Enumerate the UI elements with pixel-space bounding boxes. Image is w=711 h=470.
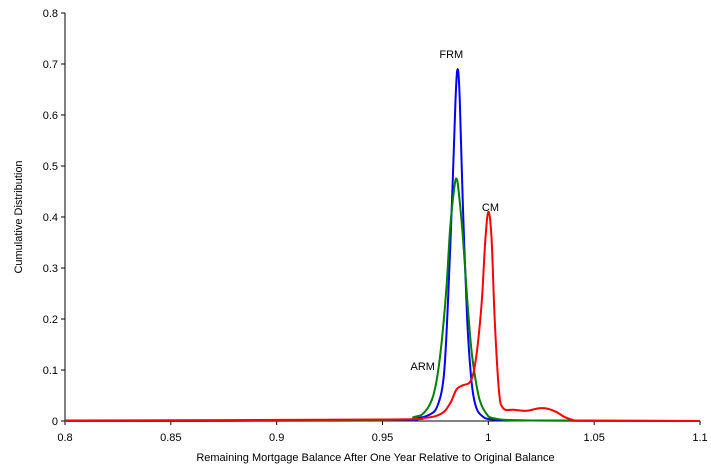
x-tick-label: 0.95 <box>372 432 393 444</box>
y-tick-label: 0.2 <box>43 314 58 326</box>
x-axis-title: Remaining Mortgage Balance After One Yea… <box>196 452 554 464</box>
y-tick-label: 0.8 <box>43 8 58 20</box>
x-tick-label: 0.8 <box>57 432 72 444</box>
x-tick-label: 1.1 <box>692 432 707 444</box>
x-tick-label: 1 <box>485 432 491 444</box>
x-tick-label: 0.9 <box>269 432 284 444</box>
series-label-frm: FRM <box>439 49 463 61</box>
y-tick-label: 0.1 <box>43 365 58 377</box>
series-line-cm <box>64 210 701 422</box>
x-tick-label: 0.85 <box>160 432 181 444</box>
y-tick-label: 0 <box>52 416 58 428</box>
y-axis-title: Cumulative Distribution <box>13 160 25 273</box>
series-label-arm: ARM <box>410 361 434 373</box>
series-line-arm <box>64 177 701 422</box>
y-tick-label: 0.4 <box>43 212 58 224</box>
y-tick-label: 0.7 <box>43 59 58 71</box>
y-tick-label: 0.6 <box>43 110 58 122</box>
series-line-frm <box>64 68 701 422</box>
y-tick-label: 0.5 <box>43 161 58 173</box>
x-tick-label: 1.05 <box>583 432 604 444</box>
y-tick-label: 0.3 <box>43 263 58 275</box>
series-label-cm: CM <box>482 202 499 214</box>
